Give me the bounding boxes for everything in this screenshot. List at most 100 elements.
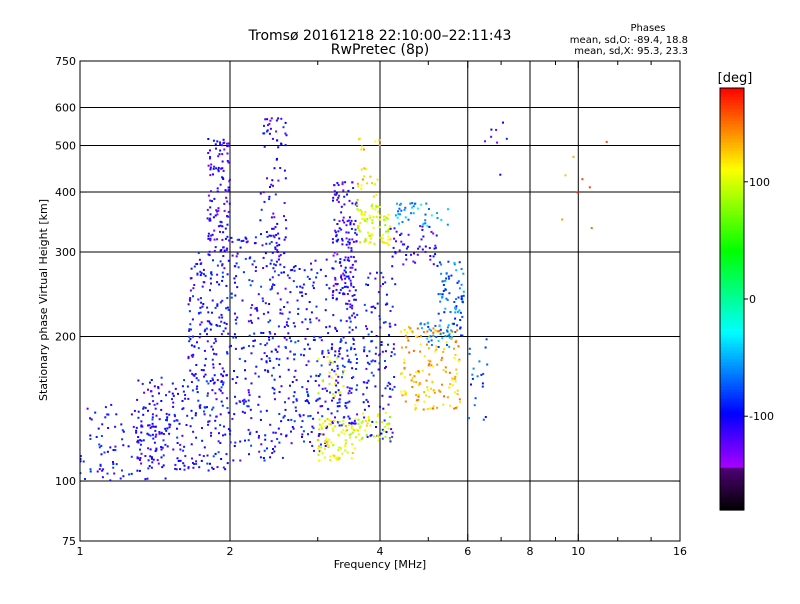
data-point xyxy=(161,466,164,469)
data-point xyxy=(364,429,367,432)
data-point xyxy=(273,450,276,453)
data-point xyxy=(219,389,222,392)
data-point xyxy=(274,248,277,250)
data-point xyxy=(114,445,117,448)
data-point xyxy=(380,341,383,344)
data-point xyxy=(160,456,163,459)
data-point xyxy=(280,271,283,274)
data-point xyxy=(211,358,214,361)
data-point xyxy=(383,218,386,221)
data-point xyxy=(135,429,138,432)
data-point xyxy=(279,263,282,266)
data-point xyxy=(423,355,426,358)
data-point xyxy=(205,380,208,383)
data-point xyxy=(296,299,299,302)
data-point xyxy=(387,213,390,216)
data-point xyxy=(305,364,308,367)
data-point xyxy=(309,321,312,324)
data-point xyxy=(350,425,353,428)
data-point xyxy=(365,398,368,401)
data-point xyxy=(214,246,217,249)
data-point xyxy=(186,385,189,388)
data-point xyxy=(191,372,194,375)
data-point xyxy=(89,434,92,437)
data-point xyxy=(195,387,198,390)
data-point xyxy=(456,329,459,332)
data-point xyxy=(442,284,445,286)
data-point xyxy=(334,326,337,329)
data-point xyxy=(336,223,339,225)
data-point xyxy=(383,241,385,244)
data-point xyxy=(426,408,429,411)
data-point xyxy=(332,290,335,292)
data-point xyxy=(218,432,220,435)
data-point xyxy=(258,434,260,437)
data-point xyxy=(226,352,229,355)
data-point xyxy=(283,325,286,328)
data-point xyxy=(150,456,153,459)
data-point xyxy=(380,343,383,346)
data-point xyxy=(337,375,340,378)
colorbar-tick-label: 0 xyxy=(749,293,756,306)
data-point xyxy=(300,291,303,294)
data-point xyxy=(364,238,367,241)
data-point xyxy=(344,256,347,259)
data-point xyxy=(429,360,432,363)
data-point xyxy=(420,203,423,206)
data-point xyxy=(378,436,381,439)
data-point xyxy=(360,421,363,424)
data-point xyxy=(391,435,394,438)
data-point xyxy=(318,319,321,322)
data-point xyxy=(190,354,193,357)
data-point xyxy=(428,395,431,398)
data-point xyxy=(410,379,413,382)
data-point xyxy=(351,202,354,205)
data-point xyxy=(344,402,347,405)
data-point xyxy=(420,238,423,241)
data-point xyxy=(404,206,407,209)
data-point xyxy=(197,251,200,254)
colorbar-segment xyxy=(720,292,744,297)
data-point xyxy=(216,210,218,213)
data-point xyxy=(243,401,246,404)
data-point xyxy=(174,463,177,466)
data-point xyxy=(104,406,107,409)
data-point xyxy=(455,269,458,272)
data-point xyxy=(369,241,372,244)
data-point xyxy=(351,263,354,266)
colorbar-tick-label: -100 xyxy=(749,410,774,423)
data-point xyxy=(319,405,322,408)
data-point xyxy=(228,144,231,147)
data-point xyxy=(199,333,202,335)
data-point xyxy=(321,452,324,455)
data-point xyxy=(365,424,368,427)
data-point xyxy=(428,328,431,331)
data-point xyxy=(160,431,163,434)
data-point xyxy=(341,239,344,242)
data-point xyxy=(221,279,224,282)
data-point xyxy=(271,227,274,230)
colorbar-segment xyxy=(720,274,744,279)
data-point xyxy=(476,375,479,378)
legend-title: Phases xyxy=(630,23,665,34)
data-point xyxy=(199,406,202,409)
data-point xyxy=(196,391,199,394)
data-point xyxy=(344,404,347,407)
data-point xyxy=(153,441,156,444)
colorbar-segment xyxy=(720,139,744,143)
data-point xyxy=(344,181,347,184)
data-point xyxy=(409,373,412,376)
data-point xyxy=(455,339,458,342)
data-point xyxy=(222,255,225,257)
data-point xyxy=(346,349,349,352)
data-point xyxy=(438,389,441,392)
y-tick-label: 300 xyxy=(55,246,76,259)
data-point xyxy=(215,353,218,356)
data-point xyxy=(448,336,451,339)
data-point xyxy=(207,469,210,472)
data-point xyxy=(253,242,256,245)
colorbar-segment xyxy=(720,458,744,463)
data-point xyxy=(212,173,214,176)
data-point xyxy=(279,254,282,256)
data-point xyxy=(213,352,216,355)
